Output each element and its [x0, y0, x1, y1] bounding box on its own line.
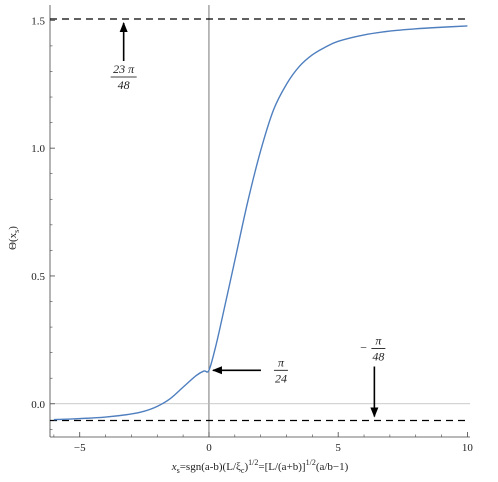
- annotation-denominator: 48: [118, 78, 130, 92]
- annotation-upper-asymptote: 23 π 48: [110, 62, 137, 92]
- annotation-sign: −: [359, 340, 367, 354]
- y-axis-label: Θ(xs): [7, 226, 21, 250]
- annotation-inflection-value: π 24: [273, 355, 288, 385]
- y-tick-label: 0.0: [31, 399, 45, 411]
- x-axis-ticks: −5 0 5 10: [53, 432, 474, 454]
- annotation-numerator: π: [375, 333, 382, 347]
- y-axis-ticks: 0.0 0.5 1.0 1.5: [31, 15, 55, 430]
- annotation-lower-asymptote: − π 48: [359, 333, 386, 363]
- x-axis-label: xs=sgn(a-b)(L/ξc)1/2=[L/(a+b)]1/2(a/b−1): [171, 458, 349, 475]
- y-tick-label: 0.5: [31, 271, 45, 283]
- series-line: [53, 25, 468, 421]
- x-tick-label: 10: [462, 442, 474, 454]
- x-tick-label: 0: [206, 442, 212, 454]
- x-tick-label: 5: [335, 442, 341, 454]
- asymptote-lines: [50, 18, 470, 422]
- series-layer: [53, 25, 468, 421]
- reference-lines: [50, 5, 470, 437]
- x-tick-label: −5: [74, 442, 86, 454]
- y-tick-label: 1.5: [31, 15, 45, 27]
- annotation-denominator: 48: [372, 349, 384, 363]
- annotation-numerator: π: [278, 355, 285, 369]
- y-tick-label: 1.0: [31, 143, 45, 155]
- annotation-numerator: 23 π: [113, 62, 135, 76]
- annotation-denominator: 24: [275, 371, 287, 385]
